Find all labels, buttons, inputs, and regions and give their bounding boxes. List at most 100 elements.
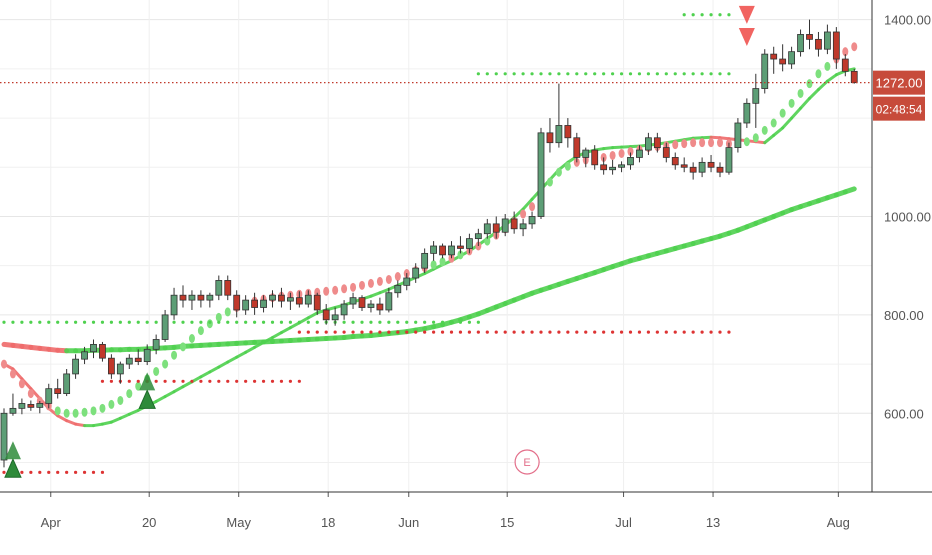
series-segment: [246, 347, 255, 352]
sar-dot: [807, 79, 813, 88]
level-dot: [298, 321, 301, 324]
candle-body: [234, 295, 240, 310]
candle-body: [28, 404, 34, 407]
sar-dot: [162, 360, 168, 369]
candle-body: [225, 280, 231, 295]
signals: E: [5, 6, 755, 477]
level-dot: [495, 331, 498, 334]
y-tick-label: 1400.00: [884, 13, 931, 28]
sar-dot: [225, 307, 231, 316]
level-dot: [110, 321, 113, 324]
sar-dot: [386, 275, 392, 284]
level-dot: [584, 331, 587, 334]
level-dot: [307, 321, 310, 324]
sar-dot: [565, 162, 571, 171]
candle-body: [815, 39, 821, 49]
level-dot: [602, 331, 605, 334]
y-tick-label: 800.00: [884, 308, 924, 323]
x-tick-label: 18: [321, 515, 335, 530]
level-dot: [504, 331, 507, 334]
level-dot: [566, 72, 569, 75]
level-dot: [56, 321, 59, 324]
candle-body: [350, 298, 356, 304]
level-dot: [262, 380, 265, 383]
level-dot: [2, 321, 5, 324]
level-dot: [262, 321, 265, 324]
candle-body: [46, 389, 52, 404]
level-dot: [316, 331, 319, 334]
level-dot: [244, 321, 247, 324]
level-dot: [128, 380, 131, 383]
level-dot: [396, 321, 399, 324]
sar-dot: [189, 334, 195, 343]
series-segment: [183, 382, 192, 387]
candle-body: [404, 278, 410, 285]
candle-body: [708, 162, 714, 167]
y-tick-label: 1000.00: [884, 209, 931, 224]
sar-dot: [529, 202, 535, 211]
level-dot: [119, 321, 122, 324]
level-dot: [432, 331, 435, 334]
sar-dot: [126, 389, 132, 398]
candle-body: [449, 246, 455, 255]
level-dot: [172, 321, 175, 324]
buy-signal-arrow: [139, 390, 155, 408]
level-dot: [539, 72, 542, 75]
level-dot: [20, 471, 23, 474]
level-dot: [548, 331, 551, 334]
level-dot: [513, 331, 516, 334]
sar-dot: [681, 139, 687, 148]
series-segment: [174, 387, 183, 392]
series-segment: [801, 98, 810, 108]
candle-body: [592, 150, 598, 165]
level-dot: [235, 321, 238, 324]
level-dot: [575, 331, 578, 334]
candle-body: [440, 246, 446, 255]
series-segment: [765, 135, 774, 142]
candle-body: [377, 304, 383, 310]
candle-body: [359, 298, 365, 308]
candle-body: [296, 298, 302, 304]
candle-body: [386, 293, 392, 310]
level-dot: [190, 321, 193, 324]
level-dot: [271, 321, 274, 324]
level-dot: [47, 471, 50, 474]
level-dot: [155, 321, 158, 324]
level-dot: [692, 331, 695, 334]
candle-body: [305, 295, 311, 304]
level-dot: [29, 321, 32, 324]
sar-dot: [28, 389, 34, 398]
candle-body: [153, 339, 159, 349]
level-dot: [557, 72, 560, 75]
level-dot: [692, 72, 695, 75]
level-dot: [504, 72, 507, 75]
sar-dot: [717, 138, 723, 147]
sar-dot: [753, 133, 759, 142]
level-dot: [343, 321, 346, 324]
level-dot: [396, 331, 399, 334]
level-dot: [522, 72, 525, 75]
series-segment: [827, 75, 836, 81]
candle-body: [171, 295, 177, 315]
candle-body: [565, 125, 571, 137]
candle-body: [654, 138, 660, 148]
level-dot: [709, 13, 712, 16]
level-dot: [47, 321, 50, 324]
candle-body: [135, 358, 141, 361]
candle-body: [762, 54, 768, 88]
candle-body: [99, 344, 105, 358]
level-dot: [423, 321, 426, 324]
series-segment: [237, 352, 246, 357]
level-dot: [414, 321, 417, 324]
sar-dot: [82, 408, 88, 417]
level-dot: [513, 72, 516, 75]
level-dot: [530, 331, 533, 334]
series-segment: [774, 128, 783, 135]
candle-body: [753, 89, 759, 104]
sar-dot: [520, 210, 526, 219]
series-segment: [845, 189, 854, 192]
candle-body: [556, 125, 562, 142]
level-dot: [727, 13, 730, 16]
candle-body: [717, 167, 723, 172]
